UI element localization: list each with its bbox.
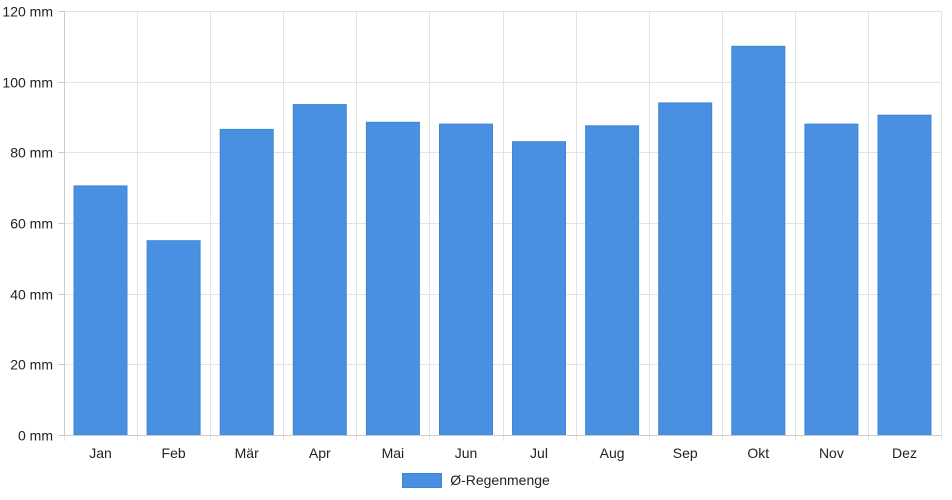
x-tick-label: Apr: [309, 445, 331, 461]
y-tick-label: 120 mm: [2, 4, 53, 20]
x-tick-label: Feb: [162, 445, 186, 461]
x-tick-label: Aug: [600, 445, 625, 461]
x-tick-label: Jan: [89, 445, 112, 461]
bar-layer: [73, 45, 932, 436]
bar-mär[interactable]: [219, 128, 274, 436]
bar-jan[interactable]: [73, 185, 128, 436]
x-tick-label: Sep: [673, 445, 698, 461]
x-tick-label: Dez: [892, 445, 917, 461]
y-tick-label: 100 mm: [2, 75, 53, 91]
y-tick-label: 20 mm: [10, 357, 53, 373]
x-tick-label: Jul: [530, 445, 548, 461]
x-tick-label: Jun: [455, 445, 478, 461]
y-tick-label: 80 mm: [10, 145, 53, 161]
y-tick-label: 40 mm: [10, 287, 53, 303]
y-tick-label: 0 mm: [18, 428, 53, 444]
bar-jul[interactable]: [512, 141, 566, 436]
bar-mai[interactable]: [365, 121, 420, 436]
bar-apr[interactable]: [292, 104, 347, 436]
y-tick-label: 60 mm: [10, 216, 53, 232]
legend-swatch[interactable]: [402, 472, 443, 488]
bar-jun[interactable]: [439, 123, 493, 436]
grid-layer: [64, 11, 942, 441]
x-tick-label: Nov: [819, 445, 844, 461]
bar-nov[interactable]: [804, 123, 859, 436]
bar-aug[interactable]: [585, 125, 640, 436]
bar-feb[interactable]: [146, 240, 201, 436]
legend[interactable]: Ø-Regenmenge: [0, 472, 952, 488]
bar-dez[interactable]: [877, 114, 932, 436]
axis-layer: 0 mm 20 mm 40 mm 60 mm 80 mm 100 mm 120 mm Jan F…: [2, 4, 941, 461]
x-tick-label: Mär: [235, 445, 259, 461]
legend-label[interactable]: Ø-Regenmenge: [450, 472, 550, 488]
x-tick-label: Mai: [382, 445, 405, 461]
x-tick-label: Okt: [747, 445, 769, 461]
bar-sep[interactable]: [658, 102, 713, 436]
bar-okt[interactable]: [731, 45, 786, 436]
